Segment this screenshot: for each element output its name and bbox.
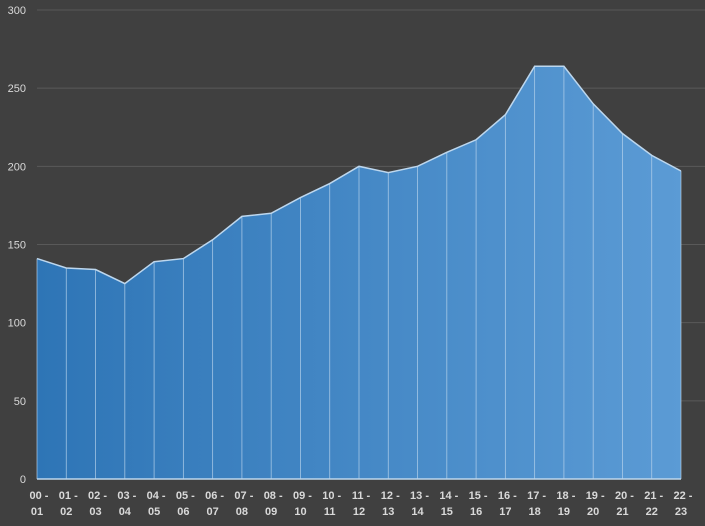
series-line xyxy=(36,65,682,285)
x-tick-label: 21 -22 xyxy=(644,490,663,518)
x-tick-label: 17 -18 xyxy=(527,490,546,518)
x-tick-label: 19 -20 xyxy=(586,490,605,518)
x-tick-label: 20 -21 xyxy=(615,490,634,518)
x-tick-label: 07 -08 xyxy=(234,490,253,518)
x-tick-label: 04 -05 xyxy=(147,490,166,518)
x-tick-label: 16 -17 xyxy=(498,490,517,518)
y-tick-label: 50 xyxy=(14,396,26,408)
x-tick-label: 13 -14 xyxy=(410,490,429,518)
x-tick-label: 08 -09 xyxy=(264,490,283,518)
x-tick-label: 14 -15 xyxy=(439,490,458,518)
area-series xyxy=(36,65,682,480)
x-tick-label: 22 -23 xyxy=(674,490,693,518)
y-axis: 0 50 100 150 200 250 300 xyxy=(8,5,26,486)
x-tick-label: 15 -16 xyxy=(469,490,488,518)
x-tick-label: 05 -06 xyxy=(176,490,195,518)
y-tick-label: 100 xyxy=(8,318,26,330)
x-tick-label: 10 -11 xyxy=(322,490,341,518)
x-tick-label: 03 -04 xyxy=(117,490,136,518)
y-tick-label: 0 xyxy=(20,474,26,486)
x-tick-label: 00 -01 xyxy=(30,490,49,518)
x-axis: 00 -01 01 -02 02 -03 03 -04 04 -05 05 -06 06 -… xyxy=(30,490,693,518)
y-tick-label: 200 xyxy=(8,161,26,173)
x-tick-label: 12 -13 xyxy=(381,490,400,518)
y-tick-label: 150 xyxy=(8,240,26,252)
y-tick-label: 250 xyxy=(8,83,26,95)
x-tick-label: 01 -02 xyxy=(59,490,78,518)
x-tick-label: 18 -19 xyxy=(556,490,575,518)
x-tick-label: 11 -12 xyxy=(352,490,371,518)
x-tick-label: 02 -03 xyxy=(88,490,107,518)
x-tick-label: 09 -10 xyxy=(293,490,312,518)
x-tick-label: 06 -07 xyxy=(205,490,224,518)
y-tick-label: 300 xyxy=(8,5,26,17)
